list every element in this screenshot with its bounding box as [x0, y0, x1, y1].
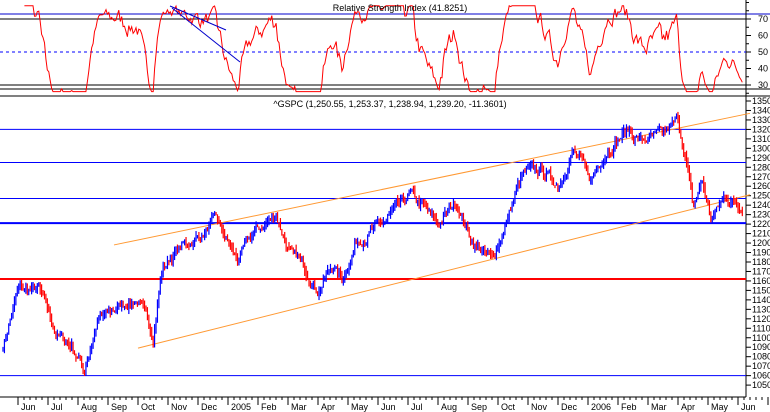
x-tick-label: Mar [291, 402, 307, 412]
price-panel: 1050106010701080109011001110112011301140… [0, 95, 770, 412]
price-tick-label: 1240 [752, 200, 770, 210]
rsi-tick-label: 30 [758, 80, 768, 90]
x-tick-label: Jul [411, 402, 423, 412]
price-tick-label: 1290 [752, 153, 770, 163]
price-tick-label: 1260 [752, 181, 770, 191]
x-tick-label: May [351, 402, 369, 412]
price-tick-label: 1300 [752, 143, 770, 153]
price-tick-label: 1330 [752, 115, 770, 125]
rsi-title: Relative Strength Index (41.8251) [333, 3, 468, 13]
price-tick-label: 1140 [752, 295, 770, 305]
rsi-line [24, 4, 743, 93]
price-tick-label: 1350 [752, 96, 770, 106]
x-tick-label: 2005 [231, 402, 251, 412]
price-tick-label: 1070 [752, 361, 770, 371]
price-tick-label: 1200 [752, 238, 770, 248]
price-tick-label: 1090 [752, 342, 770, 352]
price-tick-label: 1270 [752, 172, 770, 182]
x-tick-label: Jun [21, 402, 36, 412]
x-tick-label: Nov [171, 402, 188, 412]
price-tick-label: 1050 [752, 380, 770, 390]
price-tick-label: 1180 [752, 257, 770, 267]
price-tick-label: 1280 [752, 162, 770, 172]
x-tick-label: Aug [441, 402, 457, 412]
x-tick-label: Sep [111, 402, 127, 412]
price-tick-label: 1110 [752, 323, 770, 333]
x-tick-label: Oct [501, 402, 516, 412]
rsi-trendline [169, 5, 227, 31]
rsi-trendline [171, 7, 241, 63]
x-tick-label: Apr [321, 402, 335, 412]
price-tick-label: 1150 [752, 285, 770, 295]
price-tick-label: 1080 [752, 352, 770, 362]
price-tick-label: 1340 [752, 105, 770, 115]
x-tick-label: Dec [561, 402, 578, 412]
price-tick-label: 1130 [752, 304, 770, 314]
price-title: ^GSPC (1,250.55, 1,253.37, 1,238.94, 1,2… [273, 99, 506, 109]
price-tick-label: 1320 [752, 124, 770, 134]
rsi-tick-label: 40 [758, 64, 768, 74]
x-tick-label: 2006 [591, 402, 611, 412]
price-tick-label: 1220 [752, 219, 770, 229]
price-tick-label: 1160 [752, 276, 770, 286]
x-tick-label: Jul [51, 402, 63, 412]
x-tick-label: Apr [681, 402, 695, 412]
x-tick-label: Oct [141, 402, 156, 412]
price-tick-label: 1250 [752, 191, 770, 201]
price-tick-label: 1310 [752, 134, 770, 144]
price-tick-label: 1100 [752, 333, 770, 343]
x-tick-label: Feb [621, 402, 637, 412]
x-tick-label: Feb [261, 402, 277, 412]
price-tick-label: 1120 [752, 314, 770, 324]
rsi-tick-label: 70 [758, 14, 768, 24]
rsi-tick-label: 50 [758, 47, 768, 57]
x-tick-label: Sep [471, 402, 487, 412]
x-tick-label: May [711, 402, 729, 412]
rsi-panel: 30 40 50 60 70 [0, 0, 770, 397]
price-tick-label: 1230 [752, 210, 770, 220]
x-tick-label: Mar [651, 402, 667, 412]
price-tick-label: 1190 [752, 248, 770, 258]
trend-channel-lower [137, 194, 751, 349]
x-tick-label: Nov [531, 402, 548, 412]
price-tick-label: 1060 [752, 371, 770, 381]
x-tick-label: Aug [81, 402, 97, 412]
x-tick-label: Jun [741, 402, 756, 412]
x-tick-label: Dec [201, 402, 218, 412]
rsi-tick-label: 60 [758, 31, 768, 41]
x-tick-label: Jun [381, 402, 396, 412]
price-tick-label: 1210 [752, 229, 770, 239]
price-tick-label: 1170 [752, 266, 770, 276]
